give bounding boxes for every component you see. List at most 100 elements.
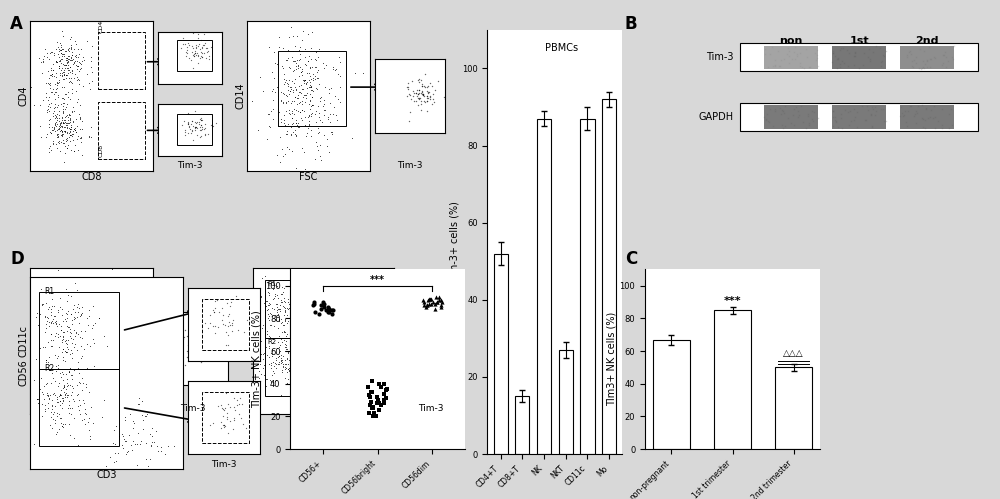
Point <box>261 342 277 350</box>
Point <box>416 97 432 105</box>
Point <box>257 272 273 280</box>
Point <box>302 300 318 308</box>
Point <box>58 121 74 129</box>
Point <box>274 368 290 376</box>
Point <box>344 134 360 142</box>
Point <box>60 307 76 315</box>
Point <box>31 346 47 354</box>
Point <box>194 351 210 359</box>
Point <box>53 49 69 57</box>
Point <box>419 301 435 309</box>
Point <box>75 368 91 376</box>
Point <box>49 348 65 356</box>
Point <box>262 300 278 308</box>
Point <box>93 317 109 325</box>
Point <box>37 407 53 415</box>
Point <box>187 118 203 126</box>
Bar <box>415 287 453 323</box>
Point <box>35 57 51 65</box>
Y-axis label: CD56: CD56 <box>388 294 397 318</box>
Point <box>293 299 309 307</box>
Point <box>45 139 61 147</box>
Text: Tim-3: Tim-3 <box>211 460 237 469</box>
Point <box>273 97 289 105</box>
Point <box>373 383 389 391</box>
Point <box>98 381 114 389</box>
Point <box>63 318 79 326</box>
Point <box>40 105 56 113</box>
Point <box>64 389 80 397</box>
Point <box>69 326 85 334</box>
Point <box>55 139 71 147</box>
Point <box>124 335 140 343</box>
Point <box>256 299 272 307</box>
Point <box>56 384 72 392</box>
Point <box>64 338 80 346</box>
Point <box>55 105 71 113</box>
Point <box>38 358 54 366</box>
Point <box>423 358 439 366</box>
Point <box>329 362 345 370</box>
Point <box>179 46 195 54</box>
Point <box>49 110 65 118</box>
Point <box>339 394 355 402</box>
Point <box>421 366 437 374</box>
Point <box>65 309 81 317</box>
Bar <box>55 297 122 377</box>
Point <box>216 421 232 429</box>
Point <box>278 360 294 368</box>
Point <box>57 393 73 401</box>
Point <box>183 56 199 64</box>
Point <box>67 381 83 389</box>
Point <box>64 69 80 77</box>
Point <box>58 54 74 62</box>
Point <box>37 313 53 321</box>
Point <box>333 386 349 394</box>
Point <box>296 376 312 384</box>
Point <box>81 427 97 435</box>
Point <box>95 358 111 366</box>
Point <box>51 139 67 147</box>
Point <box>284 308 300 316</box>
Point <box>82 314 98 322</box>
Point <box>65 384 81 392</box>
Point <box>35 343 51 351</box>
Point <box>288 61 304 69</box>
Point <box>131 394 147 402</box>
Point <box>56 381 72 389</box>
Point <box>310 129 326 137</box>
Point <box>58 71 74 79</box>
Point <box>288 338 304 346</box>
Point <box>73 134 89 142</box>
Point <box>34 341 50 349</box>
Point <box>83 336 99 344</box>
Point <box>61 119 77 127</box>
Point <box>428 293 444 301</box>
Point <box>284 320 300 328</box>
Point <box>55 328 71 336</box>
Point <box>48 315 64 323</box>
Point <box>274 338 290 346</box>
Point <box>56 368 72 376</box>
Point <box>53 48 69 56</box>
Point <box>308 323 324 331</box>
Point <box>234 400 250 408</box>
Point <box>277 347 293 355</box>
Point <box>258 382 274 390</box>
Point <box>271 360 287 368</box>
Point <box>64 339 80 347</box>
Point <box>316 106 332 114</box>
Point <box>256 348 272 356</box>
Point <box>70 45 86 53</box>
Point <box>290 119 306 127</box>
Point <box>54 71 70 79</box>
Point <box>303 75 319 83</box>
Point <box>67 126 83 134</box>
Point <box>43 379 59 387</box>
Point <box>301 298 317 306</box>
Text: Tim-3: Tim-3 <box>177 161 203 170</box>
Point <box>51 76 67 84</box>
Point <box>107 449 123 457</box>
Point <box>359 399 375 407</box>
Point <box>58 334 74 342</box>
